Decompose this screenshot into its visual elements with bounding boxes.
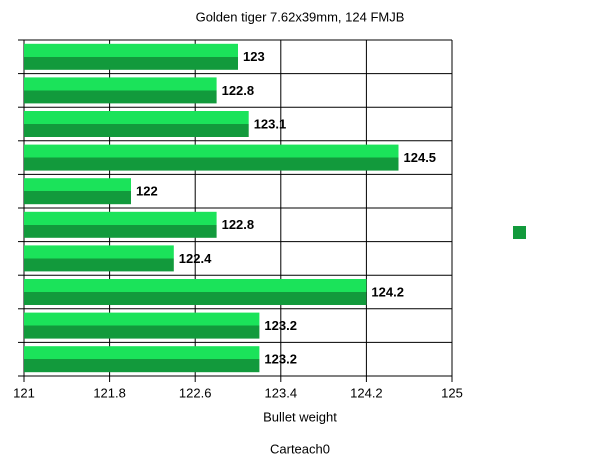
bar (24, 43, 238, 70)
value-label: 122 (136, 184, 158, 199)
x-tick-label: 122.6 (179, 385, 212, 400)
x-tick-label: 124.2 (350, 385, 383, 400)
value-label: 122.8 (222, 83, 255, 98)
chart-title: Golden tiger 7.62x39mm, 124 FMJB (196, 9, 405, 24)
value-label: 124.5 (404, 150, 437, 165)
caption: Carteach0 (270, 441, 330, 456)
bar (24, 111, 249, 137)
value-label: 122.4 (179, 251, 212, 266)
x-axis-label: Bullet weight (263, 409, 337, 424)
bar (24, 245, 174, 272)
x-tick-label: 121.8 (93, 385, 126, 400)
x-tick-label: 125 (441, 385, 463, 400)
x-tick-label: 121 (13, 385, 35, 400)
legend-marker (513, 226, 526, 239)
value-label: 124.2 (371, 284, 404, 299)
value-label: 123 (243, 49, 265, 64)
bar (24, 211, 217, 238)
bar (24, 346, 260, 373)
bar (24, 144, 399, 171)
bar (24, 279, 367, 305)
value-label: 123.1 (254, 116, 287, 131)
bar (24, 312, 260, 339)
value-label: 123.2 (264, 352, 297, 367)
x-tick-label: 123.4 (265, 385, 298, 400)
bar (24, 77, 217, 104)
bar (24, 178, 131, 205)
value-label: 122.8 (222, 217, 255, 232)
value-label: 123.2 (264, 318, 297, 333)
